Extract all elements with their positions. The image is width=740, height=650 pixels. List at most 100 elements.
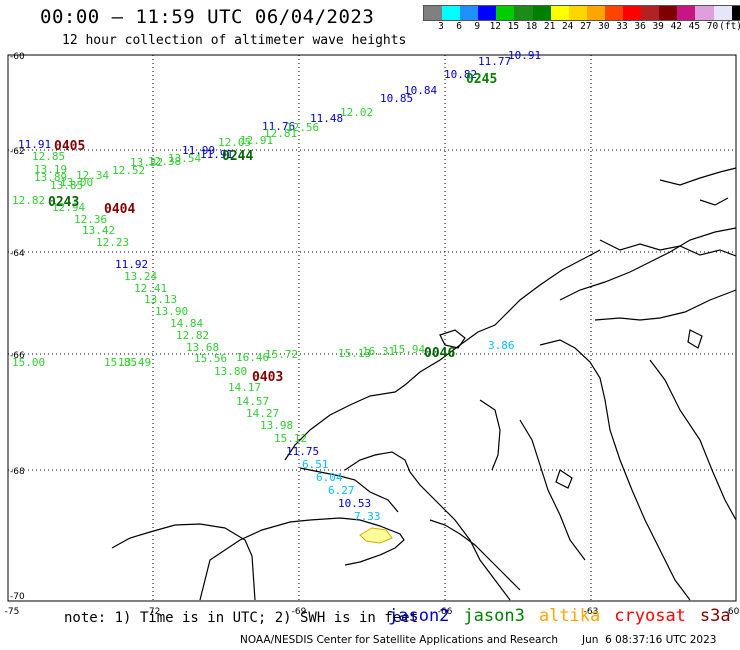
swh-value: 12.82 xyxy=(12,194,45,207)
color-swatch xyxy=(514,6,533,20)
color-scale-label: 42 xyxy=(670,21,683,32)
swh-value: 16.46 xyxy=(236,351,269,364)
color-scale-label: 18 xyxy=(525,21,538,32)
swh-value: 16.31 xyxy=(362,345,395,358)
swh-value: 15.13 xyxy=(338,347,371,360)
color-swatch xyxy=(695,6,714,20)
generated-timestamp: Jun 6 08:37:16 UTC 2023 xyxy=(582,634,717,646)
swh-value: 13.98 xyxy=(260,419,293,432)
swh-value: 13.00 xyxy=(60,176,93,189)
swh-value: 15.85 xyxy=(104,356,137,369)
swh-value: 12.91 xyxy=(240,134,273,147)
coastline xyxy=(111,167,737,601)
color-swatch xyxy=(568,6,587,20)
color-swatch xyxy=(713,6,732,20)
swh-value: 13.68 xyxy=(186,341,219,354)
color-scale-label: 12 xyxy=(489,21,502,32)
pass-time-label: 0403 xyxy=(252,370,283,385)
swh-value: 12.34 xyxy=(76,169,109,182)
swh-value: 12.85 xyxy=(32,150,65,163)
graticule xyxy=(8,55,736,601)
swh-value: 12.38 xyxy=(148,155,181,168)
swh-value: 13.89 xyxy=(34,171,67,184)
color-scale-label: 21 xyxy=(543,21,556,32)
color-swatch xyxy=(731,6,740,20)
longitude-label: -60 xyxy=(725,607,740,617)
satellite-legend: jason2 jason3 altika cryosat s3a xyxy=(388,606,731,626)
latitude-label: -60 xyxy=(10,52,25,62)
swh-value: 6.27 xyxy=(328,484,355,497)
swh-value: 15.56 xyxy=(194,352,227,365)
swh-value: 12.94 xyxy=(52,201,85,214)
swh-value: 14.17 xyxy=(228,381,261,394)
swh-value: 14.84 xyxy=(170,317,203,330)
color-scale-label: 33 xyxy=(616,21,628,32)
swh-value: 12.56 xyxy=(286,121,319,134)
swh-value: 11.76 xyxy=(262,120,295,133)
swh-value: 14.27 xyxy=(246,407,279,420)
swh-value: 13.85 xyxy=(50,179,83,192)
latitude-label: -66 xyxy=(10,351,25,361)
pass-time-label: 0244 xyxy=(222,149,253,164)
latitude-label: -68 xyxy=(10,467,25,477)
swh-value: 12.41 xyxy=(134,282,167,295)
swh-value: 10.84 xyxy=(404,84,437,97)
pass-time-label: 0243 xyxy=(48,195,79,210)
swh-value: 10.53 xyxy=(338,497,371,510)
latitude-label: -64 xyxy=(10,249,25,259)
wave-height-color-scale xyxy=(423,5,740,21)
color-scale-label: 9 xyxy=(474,21,481,32)
swh-value: 13.80 xyxy=(214,365,247,378)
color-scale-label: 39 xyxy=(652,21,664,32)
pass-labels: 0405 0243 0404 0244 0245 0403 0046 xyxy=(48,72,497,385)
color-swatch xyxy=(586,6,605,20)
swh-value: 6.04 xyxy=(316,471,343,484)
color-swatch xyxy=(623,6,642,20)
swh-value: 11.48 xyxy=(310,112,343,125)
color-swatch xyxy=(550,6,569,20)
color-swatch xyxy=(442,6,461,20)
color-scale-label: 70 xyxy=(706,21,719,32)
swh-value: 13.13 xyxy=(144,293,177,306)
color-scale-label: 27 xyxy=(580,21,592,32)
swh-value: 10.85 xyxy=(380,92,413,105)
color-swatch xyxy=(496,6,515,20)
swh-value: 12.36 xyxy=(74,213,107,226)
swh-value: 12.02 xyxy=(340,106,373,119)
swh-value: 13.42 xyxy=(82,224,115,237)
color-scale-label: 24 xyxy=(561,21,574,32)
color-scale-label: 3 xyxy=(438,21,444,32)
color-swatch xyxy=(604,6,624,20)
credit-line: NOAA/NESDIS Center for Satellite Applica… xyxy=(240,634,558,646)
page-subtitle: 12 hour collection of altimeter wave hei… xyxy=(62,33,407,48)
longitude-label: -69 xyxy=(292,607,307,617)
pass-time-label: 0245 xyxy=(466,72,497,87)
swh-value: 6.51 xyxy=(302,458,329,471)
swh-value: 11.92 xyxy=(115,258,148,271)
color-scale-label: (ft) xyxy=(719,21,740,32)
swh-value: 15.72 xyxy=(265,348,298,361)
map-frame xyxy=(7,54,737,602)
graticule-labels: -75 -72 -69 -66 -63 -60 -60 -62 -64 -66 -68 -70 xyxy=(5,52,740,617)
color-scale-label: 15 xyxy=(507,21,520,32)
swh-value: 13.49 xyxy=(118,356,151,369)
pass-time-label: 0404 xyxy=(104,202,135,217)
swh-value: 12.52 xyxy=(112,164,145,177)
swh-value: 15.12 xyxy=(274,432,307,445)
footer-note: note: 1) Time is in UTC; 2) SWH is in fe… xyxy=(64,610,419,626)
color-swatch xyxy=(677,6,696,20)
color-scale-label: 45 xyxy=(688,21,701,32)
legend-satellite-jason2: jason2 xyxy=(388,606,450,626)
ice-shelf-highlight xyxy=(359,527,393,544)
swh-value: 12.05 xyxy=(218,136,251,149)
color-scale-label: 6 xyxy=(456,21,462,32)
legend-satellite-s3a: s3a xyxy=(699,606,731,626)
swh-value: 3.86 xyxy=(488,339,515,352)
pass-time-label: 0405 xyxy=(54,139,85,154)
swh-value: 11.77 xyxy=(478,55,511,68)
swh-value: 15.94 xyxy=(392,343,425,356)
legend-satellite-altika: altika xyxy=(538,606,601,626)
color-scale-labels: 3 6 9 12 15 18 21 24 27 30 33 36 39 42 45 70 (ft) xyxy=(423,21,740,33)
